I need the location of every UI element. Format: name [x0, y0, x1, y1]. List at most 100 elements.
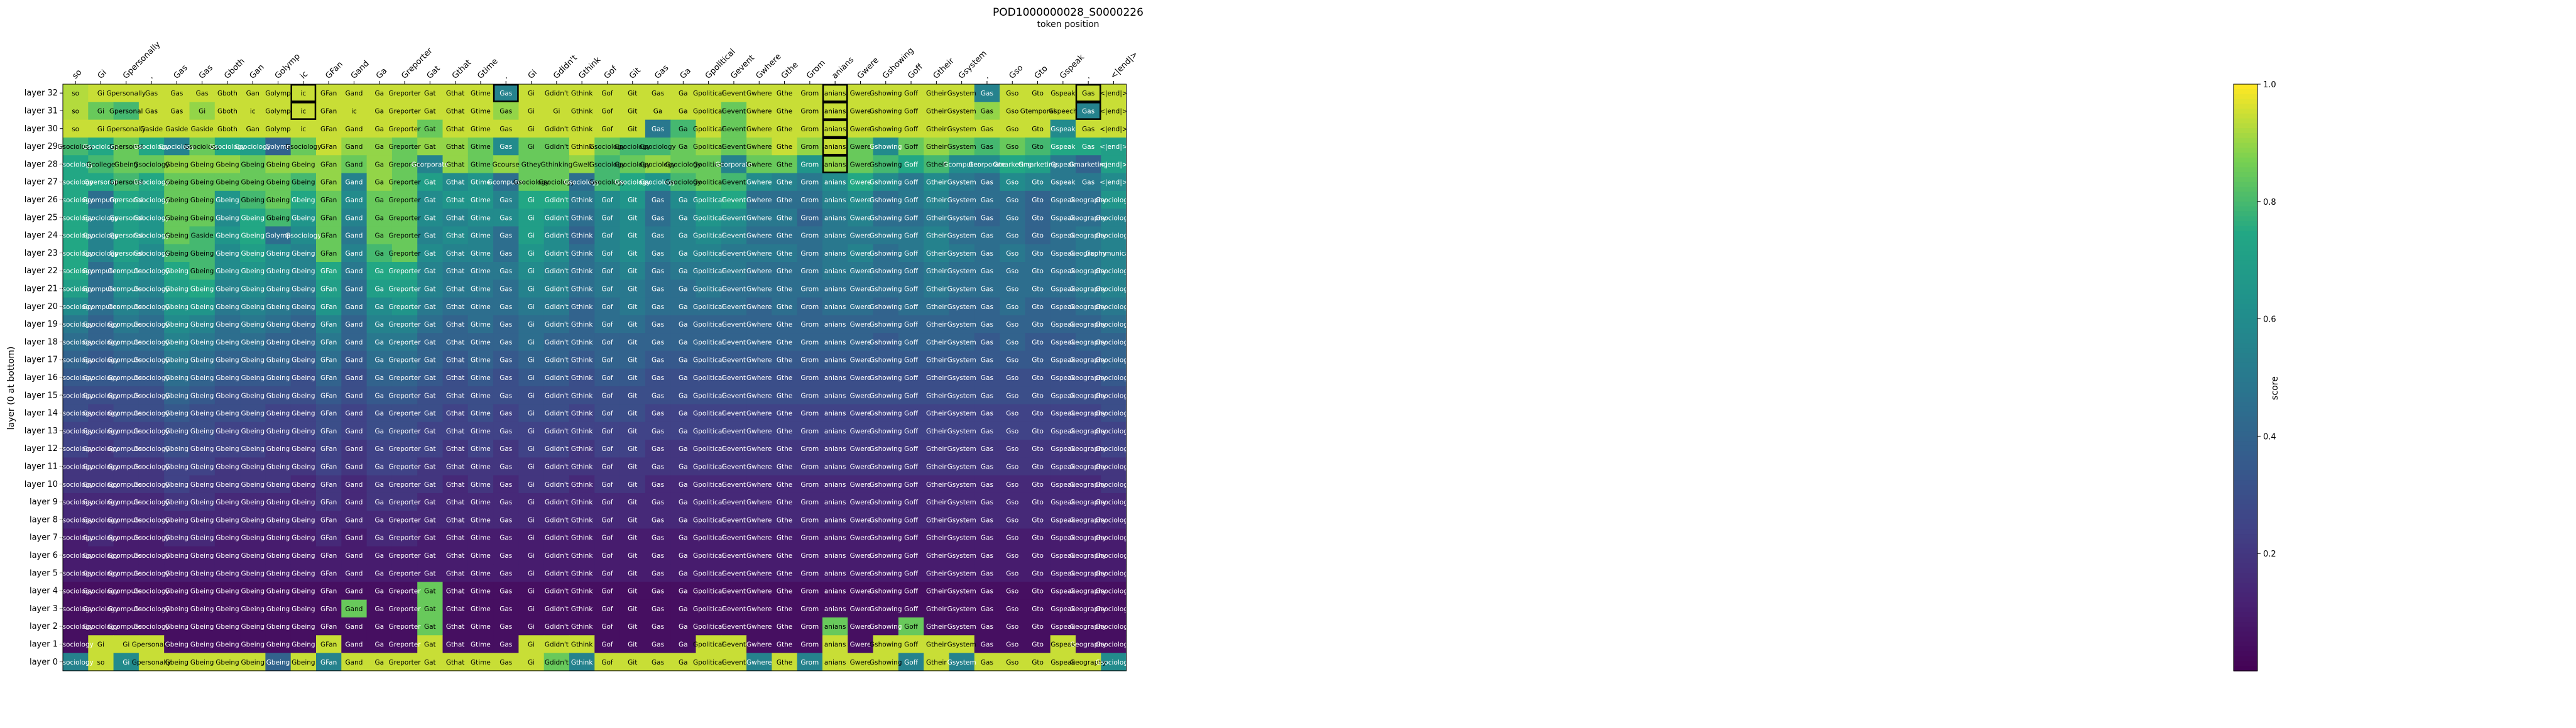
cell-label: Gas: [499, 499, 512, 506]
cell-label: Gbeing: [241, 321, 265, 329]
heatmap-cell: [594, 244, 621, 263]
cell-label: Gcollege: [87, 161, 116, 168]
heatmap-cell: [848, 190, 874, 209]
heatmap-cell: [189, 262, 216, 280]
cell-label: Gshowing: [870, 374, 902, 382]
colorbar-segment: [2234, 89, 2257, 95]
heatmap-cell: [696, 137, 722, 156]
colorbar-segment: [2234, 401, 2257, 408]
cell-label: Gpolitical: [693, 339, 724, 346]
colorbar-segment: [2234, 480, 2257, 486]
cell-label: Gthink: [571, 374, 593, 382]
cell-label: Ga: [653, 107, 663, 115]
colorbar-segment: [2234, 167, 2257, 173]
cell-label: Grom: [800, 535, 819, 542]
cell-label: Gthe: [777, 445, 792, 453]
cell-label: Ga: [679, 552, 688, 560]
heatmap-cell: [341, 244, 368, 263]
cell-label: Gthat: [446, 410, 464, 418]
cell-label: Gbeing: [292, 268, 315, 275]
cell-label: anians: [824, 250, 846, 258]
heatmap-cell: [670, 190, 696, 209]
cell-label: Greporter: [389, 268, 422, 275]
cell-label: Gdidn't: [545, 197, 569, 204]
cell-label: Goff: [904, 374, 919, 382]
cell-label: Gthink: [571, 641, 593, 648]
heatmap-cell: [569, 173, 595, 192]
heatmap-cell: [467, 226, 494, 245]
colorbar-segment: [2234, 264, 2257, 271]
cell-label: Gthe: [777, 90, 792, 97]
cell-label: Gto: [1032, 232, 1044, 240]
cell-label: GFan: [320, 268, 337, 275]
cell-label: Gof: [601, 410, 613, 418]
colorbar-segment: [2234, 372, 2257, 378]
heatmap-cell: [721, 84, 747, 102]
cell-label: Gpolitical: [693, 232, 724, 240]
cell-label: Gthe: [777, 623, 792, 631]
cell-label: ic: [250, 107, 256, 115]
colorbar-segment: [2234, 441, 2257, 447]
cell-label: Gi: [528, 197, 535, 204]
cell-label: Gbeing: [216, 499, 239, 506]
heatmap-cell: [696, 84, 722, 102]
cell-label: Gas: [652, 499, 664, 506]
colorbar-segment: [2234, 152, 2257, 158]
cell-label: Gbeing: [165, 197, 189, 204]
heatmap-cell: [924, 190, 949, 209]
heatmap-cell: [772, 102, 798, 121]
heatmap-cell: [518, 84, 545, 102]
cell-label: Gevent: [722, 107, 746, 115]
cell-label: Gto: [1032, 641, 1044, 648]
cell-label: Gpolitical: [693, 392, 724, 399]
cell-label: Gpolitical: [693, 90, 724, 97]
cell-label: Gof: [601, 374, 613, 382]
x-tick-label: Gtime: [476, 57, 500, 81]
cell-label: Gthat: [446, 392, 464, 399]
heatmap-cell: [619, 102, 646, 121]
cell-label: Gsystem: [947, 197, 976, 204]
cell-label: GFan: [320, 107, 337, 115]
cell-label: Gbeing: [190, 321, 214, 329]
cell-label: Gwere: [850, 250, 871, 258]
cell-label: Gat: [424, 552, 436, 560]
heatmap-cell: [442, 137, 469, 156]
y-tick-label: layer 18: [25, 337, 58, 347]
cell-label: Greporter: [389, 535, 422, 542]
cell-label: Gof: [601, 535, 613, 542]
x-tick-label: Git: [628, 66, 643, 81]
heatmap-cell: [63, 155, 89, 173]
cell-label: Gto: [1032, 659, 1044, 666]
cell-label: Gthink: [571, 410, 593, 418]
heatmap-cell: [467, 155, 494, 173]
heatmap-cell: [772, 190, 798, 209]
cell-label: Gbeing: [292, 357, 315, 364]
cell-label: Gas: [652, 428, 664, 435]
colorbar-segment: [2234, 133, 2257, 139]
heatmap-cell: [1101, 244, 1127, 263]
cell-label: Ga: [374, 321, 384, 329]
cell-label: Gso: [1006, 232, 1018, 240]
heatmap-cell: [1076, 137, 1101, 156]
heatmap-cell: [189, 209, 216, 227]
colorbar-segment: [2234, 216, 2257, 222]
cell-label: Gtime: [471, 321, 491, 329]
cell-label: Gi: [528, 606, 535, 613]
cell-label: Ga: [679, 570, 688, 577]
cell-label: Gthe: [777, 268, 792, 275]
cell-label: Gas: [981, 445, 993, 453]
heatmap-cell: [873, 137, 899, 156]
cell-label: Gto: [1032, 90, 1044, 97]
cell-label: Gas: [981, 588, 993, 595]
y-tick-label: layer 31: [25, 106, 58, 116]
cell-label: Gbeing: [190, 588, 214, 595]
cell-label: Greporter: [389, 410, 422, 418]
cell-label: Gbeing: [266, 410, 290, 418]
cell-label: Gaside: [165, 126, 188, 133]
cell-label: Gsystem: [947, 339, 976, 346]
cell-label: Gto: [1032, 392, 1044, 399]
heatmap-cell: [924, 155, 949, 173]
cell-label: Git: [628, 214, 637, 222]
heatmap-cell: [138, 119, 165, 138]
cell-label: Gevent: [722, 535, 746, 542]
